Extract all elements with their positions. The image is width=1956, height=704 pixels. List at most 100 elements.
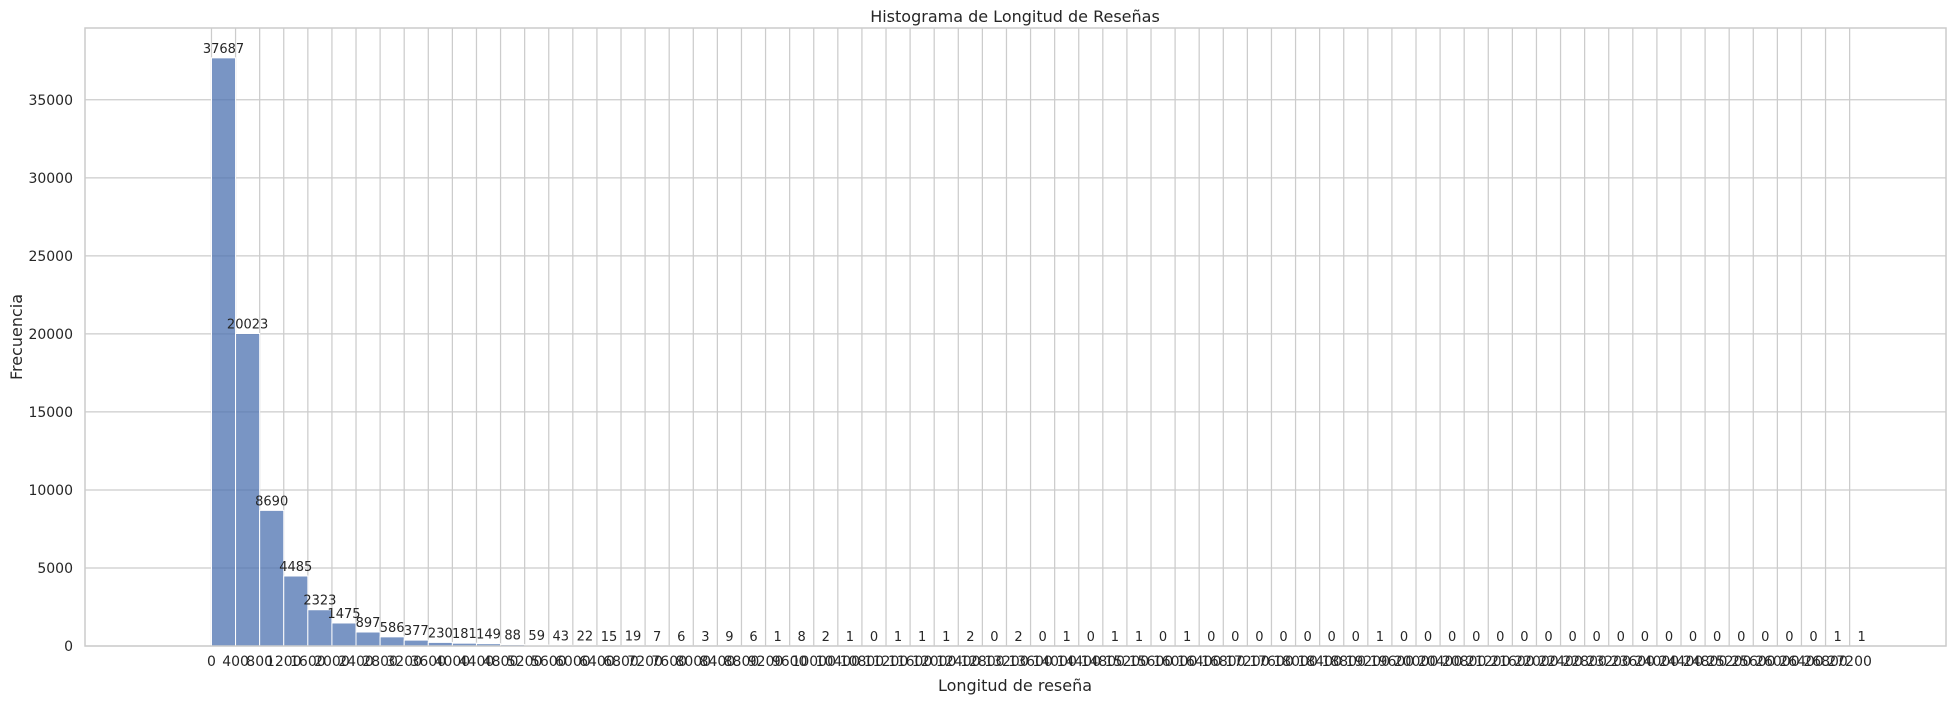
x-tick-label: 6000 — [555, 654, 591, 670]
bar-value-label: 15 — [601, 630, 618, 645]
bar-value-label: 1475 — [327, 607, 360, 622]
bar-value-label: 1 — [773, 630, 781, 645]
grid-lines — [85, 28, 1946, 647]
x-tick-label: 7200 — [627, 654, 663, 670]
bar-value-label: 0 — [1448, 630, 1456, 645]
histogram-bar — [210, 57, 237, 647]
bar-value-label: 1 — [918, 630, 926, 645]
bar-value-label: 230 — [428, 626, 453, 641]
x-tick-label: 21200 — [1466, 654, 1511, 670]
bars — [210, 57, 1875, 647]
bar-value-label: 2323 — [303, 594, 336, 609]
x-tick-label: 24000 — [1635, 654, 1680, 670]
y-tick-label: 15000 — [28, 405, 73, 421]
x-tick-label: 5200 — [507, 654, 543, 670]
x-tick-label: 1600 — [290, 654, 326, 670]
x-tick-label: 8800 — [724, 654, 760, 670]
x-tick-label: 2800 — [362, 654, 398, 670]
y-tick-label: 0 — [64, 639, 73, 655]
x-tick-label: 20800 — [1442, 654, 1487, 670]
x-tick-label: 23600 — [1611, 654, 1656, 670]
x-tick-label: 2000 — [314, 654, 350, 670]
bar-value-label: 0 — [1761, 630, 1769, 645]
bar-value-label: 6 — [677, 630, 685, 645]
x-tick-label: 17200 — [1225, 654, 1270, 670]
x-tick-label: 4000 — [435, 654, 471, 670]
x-tick-label: 0 — [207, 654, 216, 670]
bar-value-label: 37687 — [203, 42, 244, 57]
bar-value-label: 2 — [1014, 630, 1022, 645]
x-tick-label: 4400 — [459, 654, 495, 670]
bar-value-label: 8 — [798, 630, 806, 645]
x-tick-label: 6400 — [579, 654, 615, 670]
bar-value-label: 3 — [701, 630, 709, 645]
x-tick-label: 16800 — [1201, 654, 1246, 670]
x-tick-label: 3600 — [410, 654, 446, 670]
bar-value-label: 0 — [1279, 630, 1287, 645]
bar-value-label: 0 — [1496, 630, 1504, 645]
x-tick-label: 16400 — [1177, 654, 1222, 670]
bar-value-label: 22 — [577, 630, 594, 645]
bar-value-label: 59 — [528, 629, 545, 644]
bar-value-label: 1 — [1135, 630, 1143, 645]
x-tick-label: 25200 — [1707, 654, 1752, 670]
x-tick-label: 9200 — [748, 654, 784, 670]
bar-value-label: 0 — [1689, 630, 1697, 645]
bar-value-label: 586 — [380, 621, 405, 636]
x-tick-label: 23200 — [1586, 654, 1631, 670]
bar-value-label: 0 — [1785, 630, 1793, 645]
bar-value-label: 0 — [1809, 630, 1817, 645]
x-tick-label: 12000 — [912, 654, 957, 670]
bar-value-label: 2 — [966, 630, 974, 645]
bar-value-label: 4485 — [279, 560, 312, 575]
x-tick-label: 4800 — [483, 654, 519, 670]
y-axis-label: Frecuencia — [7, 294, 26, 380]
histogram-bar — [379, 636, 405, 647]
x-tick-label: 20400 — [1418, 654, 1463, 670]
y-tick-label: 20000 — [28, 327, 73, 343]
x-tick-label: 25600 — [1731, 654, 1776, 670]
y-tick-label: 5000 — [37, 561, 73, 577]
histogram-bar — [355, 631, 381, 647]
bar-value-label: 2 — [822, 630, 830, 645]
chart-title: Histograma de Longitud de Reseñas — [870, 7, 1160, 26]
bar-value-label: 43 — [553, 629, 570, 644]
bar-value-label: 0 — [1617, 630, 1625, 645]
x-tick-label: 27200 — [1827, 654, 1872, 670]
bar-value-label: 1 — [1858, 630, 1866, 645]
x-tick-label: 18000 — [1273, 654, 1318, 670]
bar-value-label: 377 — [404, 624, 429, 639]
x-tick-label: 22800 — [1562, 654, 1607, 670]
bar-value-label: 9 — [725, 630, 733, 645]
x-tick-label: 10800 — [840, 654, 885, 670]
bar-value-label: 7 — [653, 630, 661, 645]
bar-value-label: 20023 — [227, 318, 268, 333]
x-tick-label: 10000 — [791, 654, 836, 670]
x-tick-label: 6800 — [603, 654, 639, 670]
bar-value-label: 1 — [1183, 630, 1191, 645]
x-tick-label: 400 — [222, 654, 249, 670]
y-tick-label: 10000 — [28, 483, 73, 499]
x-tick-label: 800 — [246, 654, 273, 670]
bar-value-label: 1 — [1376, 630, 1384, 645]
x-axis-label: Longitud de reseña — [938, 676, 1092, 695]
x-tick-label: 11200 — [864, 654, 909, 670]
x-tick-label: 22000 — [1514, 654, 1559, 670]
x-tick-label: 13200 — [984, 654, 1029, 670]
x-tick-label: 12400 — [936, 654, 981, 670]
bar-value-label: 0 — [1737, 630, 1745, 645]
bar-value-label: 0 — [1400, 630, 1408, 645]
bar-value-label: 1 — [846, 630, 854, 645]
bar-value-label: 0 — [1255, 630, 1263, 645]
bar-value-label: 6 — [749, 630, 757, 645]
bar-value-label: 1 — [1063, 630, 1071, 645]
bar-value-label: 181 — [452, 627, 477, 642]
x-tick-label: 9600 — [772, 654, 808, 670]
x-tick-label: 10400 — [816, 654, 861, 670]
bar-value-label: 0 — [1231, 630, 1239, 645]
bar-value-label: 0 — [870, 630, 878, 645]
x-tick-label: 14800 — [1081, 654, 1126, 670]
x-tick-label: 2400 — [338, 654, 374, 670]
bar-value-label: 88 — [504, 629, 521, 644]
